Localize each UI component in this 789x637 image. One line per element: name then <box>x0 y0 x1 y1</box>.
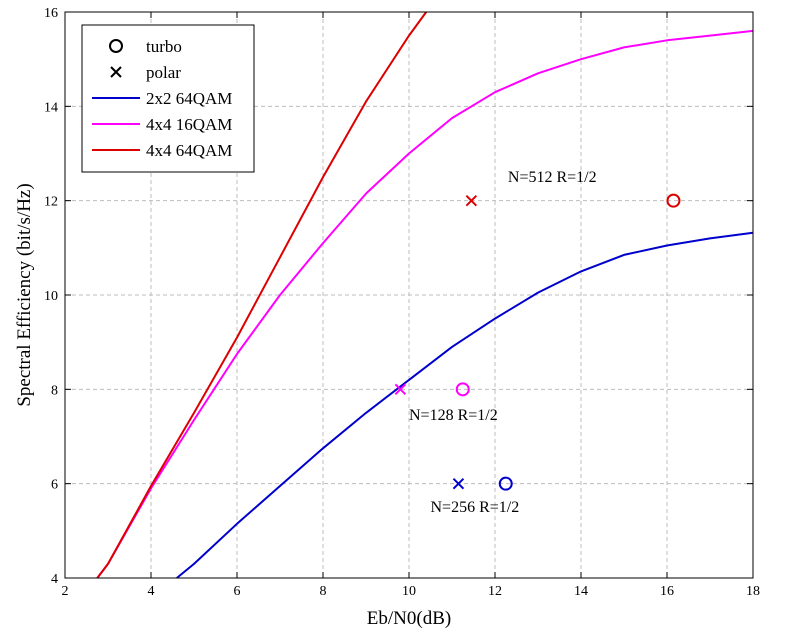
series-line-2x2-64qam <box>176 231 754 579</box>
cross-stroke <box>110 66 122 78</box>
legend-entry-label: polar <box>146 63 181 82</box>
cross-stroke <box>465 194 478 207</box>
turbo-point <box>455 382 470 397</box>
x-tick-label: 10 <box>402 584 416 599</box>
y-tick-label: 12 <box>44 195 58 210</box>
legend: turbo polar 2x2 64QAM 4x4 16QAM 4x4 64QAM <box>81 24 255 173</box>
y-tick-label: 14 <box>44 100 58 115</box>
y-tick-label: 8 <box>51 383 58 398</box>
legend-entry-label: turbo <box>146 37 182 56</box>
cross-stroke <box>394 383 407 396</box>
x-tick-label: 12 <box>488 584 502 599</box>
y-axis-label: Spectral Efficiency (bit/s/Hz) <box>14 183 35 406</box>
legend-cross-marker <box>110 66 122 78</box>
legend-entry-label: 4x4 64QAM <box>146 141 232 160</box>
annotation-label: N=512 R=1/2 <box>508 169 597 186</box>
legend-entry-label: 2x2 64QAM <box>146 89 232 108</box>
x-tick-label: 14 <box>574 584 588 599</box>
y-tick-label: 4 <box>51 572 58 587</box>
turbo-point <box>666 193 681 208</box>
cross-stroke <box>452 477 465 490</box>
data-points <box>394 193 681 491</box>
y-tick-label: 16 <box>44 6 58 21</box>
x-tick-label: 18 <box>746 584 760 599</box>
y-tick-label: 6 <box>51 478 58 493</box>
x-tick-label: 4 <box>148 584 155 599</box>
series-line-4x4-16qam <box>96 29 754 579</box>
x-tick-label: 2 <box>62 584 69 599</box>
turbo-point <box>498 476 513 491</box>
polar-point <box>465 194 478 207</box>
series-lines <box>96 11 754 579</box>
legend-circle-marker <box>109 39 123 53</box>
polar-point <box>394 383 407 396</box>
annotation-label: N=256 R=1/2 <box>431 499 520 516</box>
annotations: N=512 R=1/2 N=128 R=1/2 N=256 R=1/2 <box>409 169 597 516</box>
legend-entry-label: 4x4 16QAM <box>146 115 232 134</box>
x-tick-label: 16 <box>660 584 674 599</box>
y-tick-label: 10 <box>44 289 58 304</box>
series-line-4x4-64qam <box>96 11 428 579</box>
x-tick-label: 6 <box>234 584 241 599</box>
annotation-label: N=128 R=1/2 <box>409 407 498 424</box>
polar-point <box>452 477 465 490</box>
x-axis-label: Eb/N0(dB) <box>367 608 451 629</box>
x-tick-label: 8 <box>320 584 327 599</box>
